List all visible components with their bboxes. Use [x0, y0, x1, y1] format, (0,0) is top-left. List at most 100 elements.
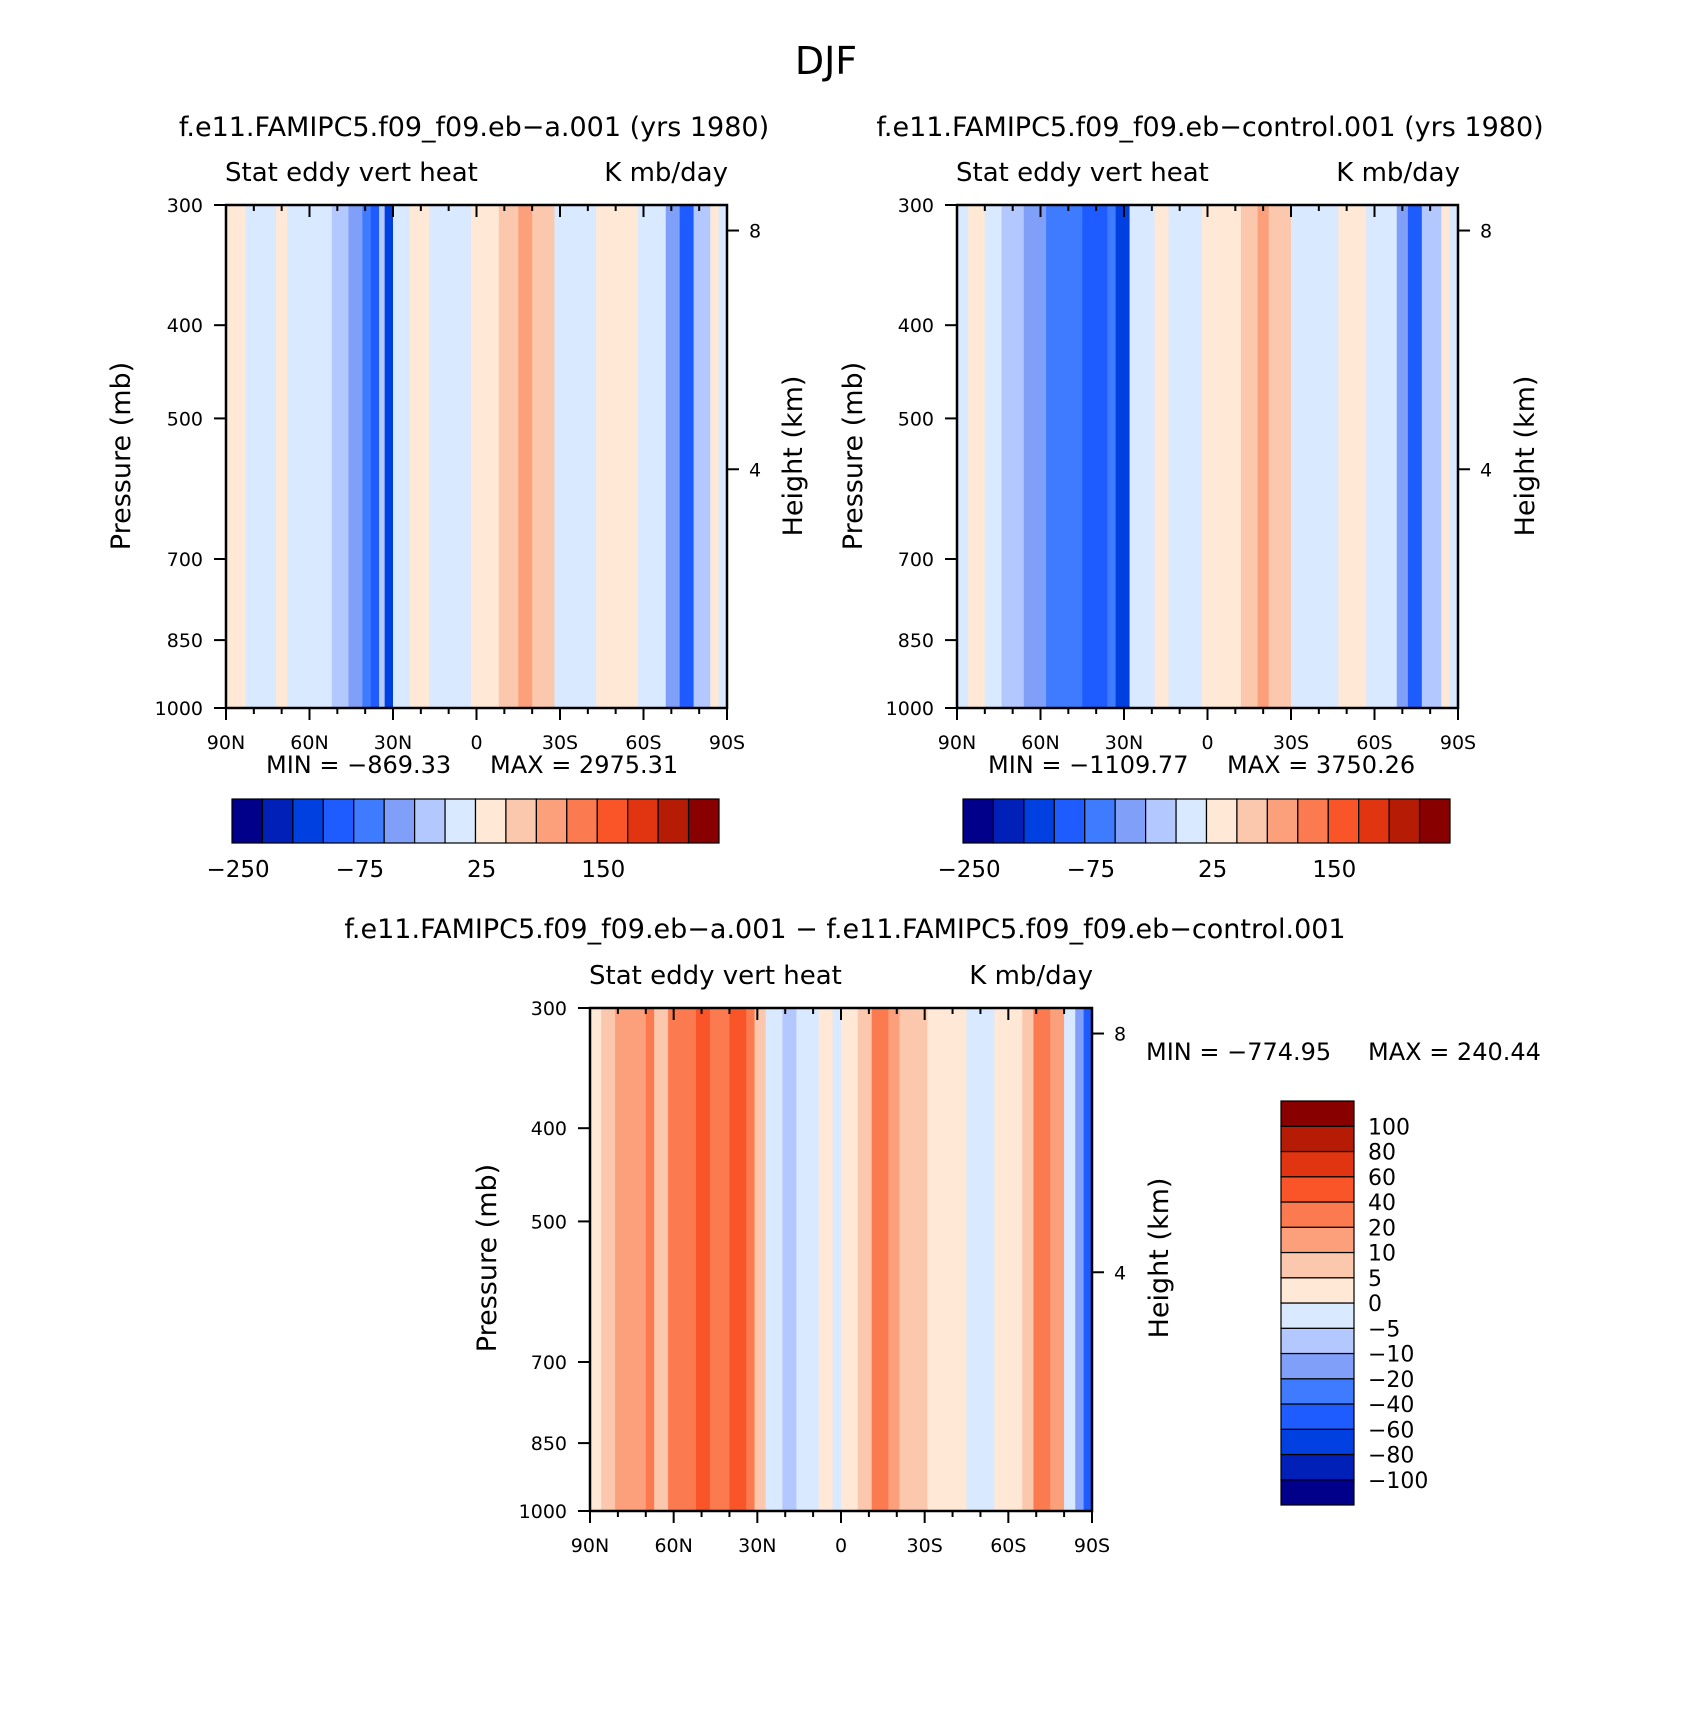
panel-diff-ylabel: Pressure (mb)	[472, 1164, 503, 1352]
field-band	[1050, 1008, 1065, 1511]
field-band	[1396, 205, 1409, 708]
x-tick-label: 60S	[990, 1535, 1026, 1557]
field-band	[470, 205, 500, 708]
field-band	[1407, 205, 1423, 708]
field-band	[796, 1008, 820, 1511]
x-tick-label: 90S	[709, 732, 745, 754]
colorbar-label: 5	[1368, 1267, 1382, 1292]
x-tick-label: 90S	[1074, 1535, 1110, 1557]
colorbar-swatch	[1280, 1277, 1355, 1304]
colorbar-label: −250	[207, 857, 270, 883]
colorbar-label: 10	[1368, 1242, 1396, 1267]
colorbar-swatch	[1175, 798, 1208, 844]
panel-diff-subtitle-right: K mb/day	[969, 961, 1093, 991]
field-band	[665, 205, 681, 708]
colorbar-swatch	[657, 798, 690, 844]
colorbar-label: 0	[1368, 1292, 1382, 1317]
y2-tick-label: 8	[1480, 221, 1492, 243]
field-band	[1083, 1008, 1093, 1511]
field-band	[718, 205, 728, 708]
field-band	[309, 205, 333, 708]
field-band	[1022, 1008, 1035, 1511]
field-band	[287, 205, 311, 708]
x-tick-label: 90N	[571, 1535, 609, 1557]
field-band	[615, 1008, 647, 1511]
field-band	[841, 1008, 859, 1511]
field-band	[1154, 205, 1170, 708]
y-tick-label: 400	[531, 1118, 567, 1140]
x-tick-label: 60S	[625, 732, 661, 754]
colorbar-swatch	[353, 798, 385, 844]
field-band	[818, 1008, 834, 1511]
colorbar-label: 25	[1198, 857, 1227, 883]
colorbar-swatch	[1280, 1403, 1355, 1430]
y-tick-label: 300	[898, 195, 934, 217]
colorbar-swatch	[474, 798, 507, 844]
x-tick-label: 30N	[374, 732, 412, 754]
colorbar-swatch	[1280, 1378, 1355, 1405]
field-band	[409, 205, 430, 708]
field-band	[927, 1008, 968, 1511]
field-band	[637, 205, 667, 708]
panel-control-colorbar: −250 −75 25 150	[938, 798, 1451, 883]
panel-control-y2label: Height (km)	[1510, 376, 1541, 537]
colorbar-swatch	[1280, 1201, 1355, 1228]
colorbar-swatch	[1145, 798, 1177, 844]
field-band	[379, 205, 386, 708]
field-band	[1168, 205, 1203, 708]
panel-a: f.e11.FAMIPC5.f09_f09.eb−a.001 (yrs 1980…	[106, 112, 809, 883]
field-band	[899, 1008, 929, 1511]
panel-control-subtitle-right: K mb/day	[1336, 158, 1460, 188]
colorbar-label: 25	[467, 857, 496, 883]
colorbar-swatch	[535, 798, 568, 844]
field-band	[601, 1008, 616, 1511]
colorbar-swatch	[1280, 1479, 1355, 1506]
field-band	[532, 205, 556, 708]
panel-control-subtitle-left: Stat eddy vert heat	[956, 158, 1209, 188]
y-tick-label: 700	[898, 549, 934, 571]
x-tick-label: 60N	[290, 732, 328, 754]
colorbar-label: 40	[1368, 1191, 1396, 1216]
colorbar-swatch	[292, 798, 324, 844]
colorbar-swatch	[1280, 1302, 1355, 1329]
field-band	[1366, 205, 1398, 708]
y-tick-label: 1000	[519, 1501, 567, 1523]
panel-diff-y2label: Height (km)	[1144, 1178, 1175, 1339]
y-tick-label: 500	[167, 408, 203, 430]
panel-a-subtitle-right: K mb/day	[604, 158, 728, 188]
colorbar-swatch	[1297, 798, 1329, 844]
colorbar-swatch	[1266, 798, 1299, 844]
colorbar-swatch	[992, 798, 1025, 844]
y-tick-label: 850	[167, 630, 203, 652]
panel-control-title: f.e11.FAMIPC5.f09_f09.eb−control.001 (yr…	[876, 112, 1543, 143]
field-band	[668, 1008, 697, 1511]
field-band	[1291, 205, 1339, 708]
field-band	[1023, 205, 1047, 708]
panel-diff-ticks: 90N 60N 30N 0 30S 60S 90S 300 400 500 700 850 1000 8 4	[519, 998, 1126, 1557]
colorbar-label: −60	[1368, 1418, 1414, 1443]
panel-a-subtitle-left: Stat eddy vert heat	[225, 158, 478, 188]
y-tick-label: 400	[167, 315, 203, 337]
field-band	[709, 1008, 731, 1511]
field-band	[518, 205, 533, 708]
field-band	[1421, 205, 1442, 708]
colorbar-label: 80	[1368, 1141, 1396, 1166]
y-tick-label: 300	[531, 998, 567, 1020]
y-tick-label: 1000	[886, 698, 934, 720]
colorbar-swatch	[1053, 798, 1086, 844]
colorbar-label: 150	[581, 857, 625, 883]
colorbar-swatch	[505, 798, 537, 844]
field-band	[693, 205, 711, 708]
panel-diff-max: MAX = 240.44	[1368, 1038, 1541, 1066]
field-band	[984, 205, 1003, 708]
x-tick-label: 30S	[542, 732, 578, 754]
y-tick-label: 700	[531, 1352, 567, 1374]
x-tick-label: 0	[835, 1535, 847, 1557]
panel-control: f.e11.FAMIPC5.f09_f09.eb−control.001 (yr…	[838, 112, 1544, 883]
field-band	[384, 205, 394, 708]
panel-control-min: MIN = −1109.77	[988, 751, 1188, 779]
field-band	[782, 1008, 797, 1511]
x-tick-label: 30N	[1105, 732, 1143, 754]
colorbar-swatch	[1236, 798, 1268, 844]
